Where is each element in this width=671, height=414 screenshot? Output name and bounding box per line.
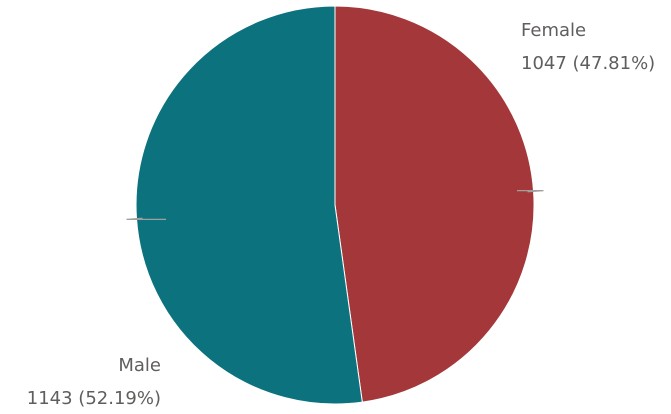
pie-slice-male[interactable]	[135, 5, 363, 405]
slice-label-male-category: Male	[118, 355, 161, 376]
leader-line-male	[126, 217, 166, 221]
slice-label-male-value: 1143 (52.19%)	[27, 388, 161, 409]
leader-line-female	[517, 189, 544, 193]
slice-label-female-value: 1047 (47.81%)	[521, 53, 655, 74]
pie-slice-female[interactable]	[334, 5, 535, 403]
slice-label-female-category: Female	[521, 20, 586, 41]
pie-slices	[135, 5, 535, 405]
leader-lines	[126, 189, 544, 221]
